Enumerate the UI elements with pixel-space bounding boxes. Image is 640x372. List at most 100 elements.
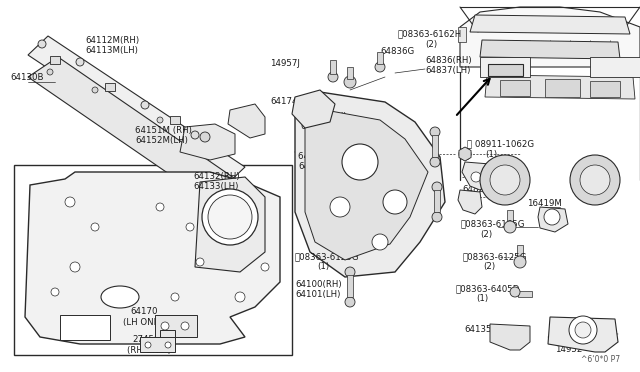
Circle shape — [181, 322, 189, 330]
Text: 14957J: 14957J — [270, 60, 300, 68]
Circle shape — [383, 190, 407, 214]
Bar — [518, 291, 532, 297]
Text: 64836G: 64836G — [380, 48, 414, 57]
Circle shape — [171, 293, 179, 301]
Text: 64112M(RH): 64112M(RH) — [85, 35, 139, 45]
Polygon shape — [28, 57, 250, 209]
Polygon shape — [295, 92, 445, 277]
Text: 64101(LH): 64101(LH) — [295, 289, 340, 298]
Circle shape — [161, 322, 169, 330]
Circle shape — [432, 182, 442, 192]
Bar — [590, 57, 640, 77]
Circle shape — [430, 127, 440, 137]
Bar — [507, 210, 513, 222]
Circle shape — [47, 69, 53, 75]
Circle shape — [570, 155, 620, 205]
Text: 64100BA(LH): 64100BA(LH) — [298, 163, 355, 171]
Text: (LH ONLY): (LH ONLY) — [123, 317, 166, 327]
Circle shape — [200, 132, 210, 142]
Circle shape — [432, 212, 442, 222]
Polygon shape — [462, 162, 490, 190]
Text: 64170: 64170 — [130, 308, 157, 317]
Polygon shape — [458, 190, 482, 214]
Bar — [105, 83, 115, 91]
Text: Ⓝ08363-6405D: Ⓝ08363-6405D — [456, 285, 520, 294]
Circle shape — [304, 99, 316, 111]
Circle shape — [76, 58, 84, 66]
Circle shape — [345, 267, 355, 277]
Circle shape — [514, 256, 526, 268]
Bar — [432, 135, 438, 157]
Circle shape — [91, 223, 99, 231]
Circle shape — [202, 189, 258, 245]
Bar — [50, 56, 60, 64]
Ellipse shape — [101, 286, 139, 308]
Circle shape — [208, 195, 252, 239]
Text: 64130B: 64130B — [10, 73, 44, 81]
Polygon shape — [292, 90, 335, 128]
Text: 64133(LH): 64133(LH) — [193, 183, 238, 192]
Circle shape — [471, 172, 481, 182]
Circle shape — [70, 262, 80, 272]
Text: 64823: 64823 — [467, 164, 495, 173]
Circle shape — [459, 148, 471, 160]
Text: (2): (2) — [483, 263, 495, 272]
Circle shape — [544, 209, 560, 225]
Circle shape — [345, 297, 355, 307]
Polygon shape — [480, 40, 620, 59]
Text: (1): (1) — [476, 295, 488, 304]
Bar — [500, 80, 530, 96]
Text: 64152(LH): 64152(LH) — [300, 122, 346, 131]
Circle shape — [141, 101, 149, 109]
Text: 64132(RH): 64132(RH) — [193, 173, 239, 182]
Text: Ⓝ08363-6125G: Ⓝ08363-6125G — [463, 253, 527, 262]
Circle shape — [196, 258, 204, 266]
Polygon shape — [460, 7, 640, 67]
Circle shape — [330, 197, 350, 217]
Circle shape — [186, 223, 194, 231]
Circle shape — [375, 62, 385, 72]
Text: 64113M(LH): 64113M(LH) — [85, 45, 138, 55]
Bar — [155, 315, 197, 337]
Bar — [545, 79, 580, 97]
Circle shape — [430, 157, 440, 167]
Circle shape — [575, 322, 591, 338]
Text: (2): (2) — [480, 230, 492, 238]
Text: Ⓞ 08911-1062G: Ⓞ 08911-1062G — [467, 140, 534, 148]
Circle shape — [145, 342, 151, 348]
Circle shape — [38, 40, 46, 48]
Circle shape — [510, 287, 520, 297]
Text: (1): (1) — [317, 263, 329, 272]
Polygon shape — [25, 172, 280, 344]
Circle shape — [157, 117, 163, 123]
Circle shape — [156, 203, 164, 211]
Circle shape — [580, 165, 610, 195]
Bar — [488, 64, 523, 76]
Polygon shape — [538, 207, 568, 232]
Polygon shape — [490, 324, 530, 350]
Polygon shape — [459, 147, 471, 161]
Polygon shape — [470, 15, 630, 34]
Circle shape — [480, 155, 530, 205]
Text: 64100(RH): 64100(RH) — [295, 279, 342, 289]
Text: (2): (2) — [425, 39, 437, 48]
Bar — [140, 337, 175, 352]
Text: 64174M: 64174M — [270, 97, 305, 106]
Text: Ⓝ08363-6125G: Ⓝ08363-6125G — [295, 253, 360, 262]
Text: 16419M: 16419M — [527, 199, 562, 208]
Circle shape — [344, 76, 356, 88]
Polygon shape — [548, 317, 618, 352]
Text: ^6‘0*0 P7: ^6‘0*0 P7 — [581, 356, 620, 365]
Text: (1): (1) — [485, 150, 497, 158]
Text: 64821M: 64821M — [462, 186, 497, 195]
Circle shape — [51, 288, 59, 296]
Circle shape — [569, 316, 597, 344]
Circle shape — [92, 87, 98, 93]
Text: 64151(RH): 64151(RH) — [300, 112, 347, 122]
Bar — [160, 330, 175, 342]
Bar — [14, 165, 292, 355]
Text: 64152M(LH): 64152M(LH) — [135, 135, 188, 144]
Bar — [434, 190, 440, 212]
Bar — [330, 60, 336, 74]
Polygon shape — [228, 104, 265, 138]
